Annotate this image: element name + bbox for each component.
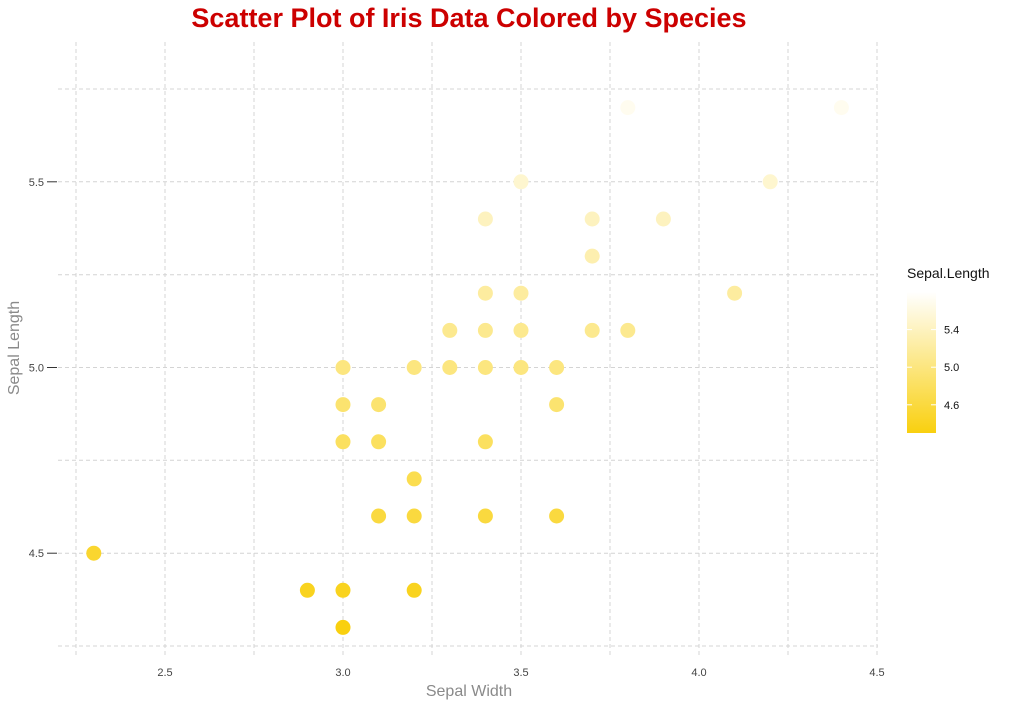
- legend-ticks: 4.6 5.0 5.4: [907, 325, 959, 412]
- data-point: [335, 582, 351, 598]
- x-tick-label: 3.5: [513, 667, 528, 679]
- data-point: [513, 285, 529, 301]
- data-points: [86, 100, 849, 635]
- x-axis: 2.5 3.0 3.5 4.0 4.5: [157, 667, 884, 679]
- data-point: [86, 545, 102, 561]
- legend-title: Sepal.Length: [907, 265, 990, 281]
- data-point: [584, 248, 600, 264]
- data-point: [371, 508, 387, 524]
- x-tick-label: 4.0: [691, 667, 706, 679]
- data-point: [549, 397, 565, 413]
- data-point: [406, 508, 422, 524]
- data-point: [584, 211, 600, 227]
- data-point: [620, 100, 636, 116]
- data-point: [442, 322, 458, 338]
- x-tick-label: 2.5: [157, 667, 172, 679]
- data-point: [513, 322, 529, 338]
- y-tick-label: 5.0: [29, 363, 44, 375]
- data-point: [299, 582, 315, 598]
- color-legend: Sepal.Length 4.6 5.0 5.4: [907, 265, 990, 433]
- data-point: [477, 211, 493, 227]
- legend-tick-label: 4.6: [944, 400, 959, 412]
- data-point: [477, 360, 493, 375]
- data-point: [513, 174, 529, 190]
- data-point: [549, 360, 565, 375]
- legend-colorbar: [907, 292, 936, 433]
- data-point: [335, 619, 351, 635]
- x-tick-label: 3.0: [335, 667, 350, 679]
- y-axis-title: Sepal Length: [6, 301, 23, 395]
- y-axis: 4.5 5.0 5.5: [29, 177, 57, 560]
- data-point: [620, 322, 636, 338]
- data-point: [727, 285, 743, 301]
- chart-title: Scatter Plot of Iris Data Colored by Spe…: [191, 3, 746, 33]
- x-tick-label: 4.5: [869, 667, 884, 679]
- data-point: [371, 397, 387, 413]
- y-tick-label: 5.5: [29, 177, 44, 189]
- data-point: [406, 471, 422, 487]
- y-tick-label: 4.5: [29, 548, 44, 560]
- data-point: [584, 322, 600, 338]
- data-point: [477, 434, 493, 450]
- legend-tick-label: 5.4: [944, 325, 959, 337]
- data-point: [477, 322, 493, 338]
- data-point: [406, 360, 422, 375]
- data-point: [762, 174, 778, 190]
- legend-tick-label: 5.0: [944, 362, 959, 374]
- data-point: [371, 434, 387, 450]
- data-point: [477, 508, 493, 524]
- data-point: [335, 434, 351, 450]
- data-point: [335, 397, 351, 413]
- data-point: [477, 285, 493, 301]
- x-axis-title: Sepal Width: [426, 683, 512, 700]
- data-point: [406, 582, 422, 598]
- data-point: [833, 100, 849, 116]
- data-point: [655, 211, 671, 227]
- grid: [58, 42, 878, 656]
- data-point: [549, 508, 565, 524]
- data-point: [335, 360, 351, 375]
- data-point: [442, 360, 458, 375]
- data-point: [513, 360, 529, 375]
